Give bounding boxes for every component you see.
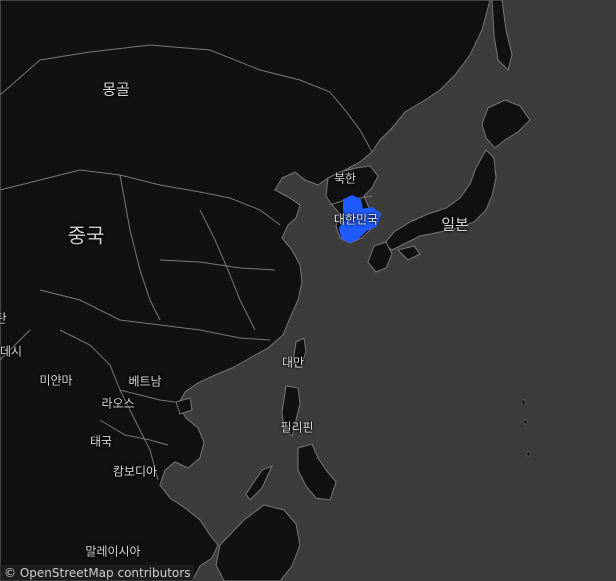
- label-thailand: 태국: [89, 434, 113, 449]
- luzon: [281, 385, 301, 437]
- label-philippines: 필리핀: [280, 420, 314, 435]
- internal-borders: [0, 44, 373, 481]
- hokkaido: [481, 99, 531, 149]
- shikoku: [397, 245, 421, 261]
- label-malaysia: 말레이시아: [85, 544, 141, 559]
- asia-mainland: [0, 0, 491, 581]
- kyushu: [367, 241, 393, 273]
- south-korea-highlight[interactable]: [339, 195, 381, 243]
- hainan: [175, 397, 193, 415]
- sakhalin: [491, 0, 513, 71]
- marianas: [521, 399, 531, 457]
- palawan: [245, 465, 273, 501]
- label-south-korea: 대한민국: [333, 212, 379, 227]
- label-cambodia: 캄보디아: [112, 464, 158, 479]
- label-vietnam: 베트남: [128, 374, 162, 389]
- map-attribution[interactable]: © OpenStreetMap contributors: [0, 565, 195, 581]
- label-taiwan: 대만: [281, 355, 305, 370]
- visayas-mindanao: [297, 443, 337, 501]
- label-bangladesh: 방글라데시: [0, 344, 23, 359]
- label-mongolia: 몽골: [102, 80, 130, 99]
- taiwan: [292, 337, 307, 369]
- label-china: 중국: [67, 223, 105, 248]
- honshu: [383, 149, 497, 251]
- label-japan: 일본: [441, 215, 469, 234]
- label-laos: 라오스: [101, 396, 135, 411]
- label-myanmar: 미얀마: [39, 373, 73, 388]
- label-bhutan: 부탄: [0, 311, 7, 326]
- label-north-korea: 북한: [333, 171, 357, 186]
- borneo: [215, 504, 301, 581]
